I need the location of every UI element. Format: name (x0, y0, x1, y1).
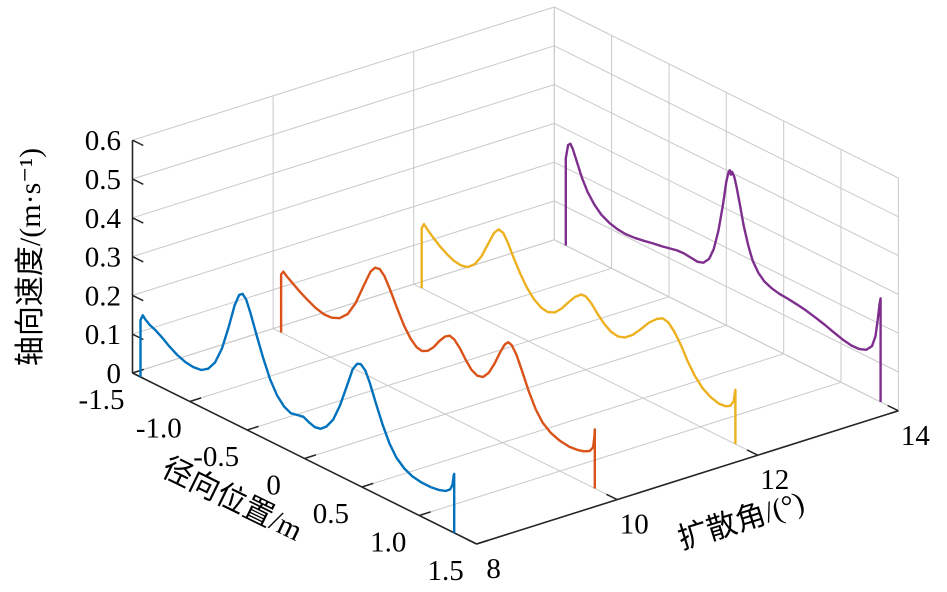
z-tick-label: 0.6 (85, 125, 121, 157)
series-curve-14deg (564, 142, 882, 402)
x-tick-label: -1.5 (79, 384, 125, 416)
y-tick-label: 8 (486, 553, 501, 585)
x-tick-label: -0.5 (193, 441, 239, 473)
series-curve-10deg (279, 266, 596, 489)
x-tick-label: 0.5 (313, 498, 349, 530)
axis-ticks (132, 139, 899, 545)
y-tick-label: 10 (620, 509, 649, 541)
series-curve-12deg (420, 222, 737, 445)
z-tick-label: 0.3 (85, 242, 121, 274)
y-axis-label: 扩散角/(°) (674, 486, 808, 556)
x-tick-label: 1.0 (370, 527, 406, 559)
z-tick-label: 0.5 (85, 164, 121, 196)
z-tick-label: 0.2 (85, 280, 121, 312)
y-tick-label: 14 (901, 420, 931, 452)
data-curves (139, 142, 882, 533)
x-tick-label: 0 (266, 470, 281, 502)
z-axis-label: 轴向速度/(m·s⁻¹) (14, 148, 47, 366)
x-tick-label: 1.5 (427, 555, 463, 587)
z-tick-label: 0.1 (85, 319, 121, 351)
z-tick-label: 0 (107, 358, 122, 390)
tick-labels: -1.5 -1.0 -0.5 0 0.5 1.0 1.5 8 10 12 14 0 0.1 0.2 0.3 0… (79, 125, 931, 587)
x-tick-label: -1.0 (136, 413, 182, 445)
y-tick-label: 12 (760, 464, 789, 496)
series-curve-8deg (139, 292, 456, 533)
z-tick-label: 0.4 (85, 203, 122, 235)
